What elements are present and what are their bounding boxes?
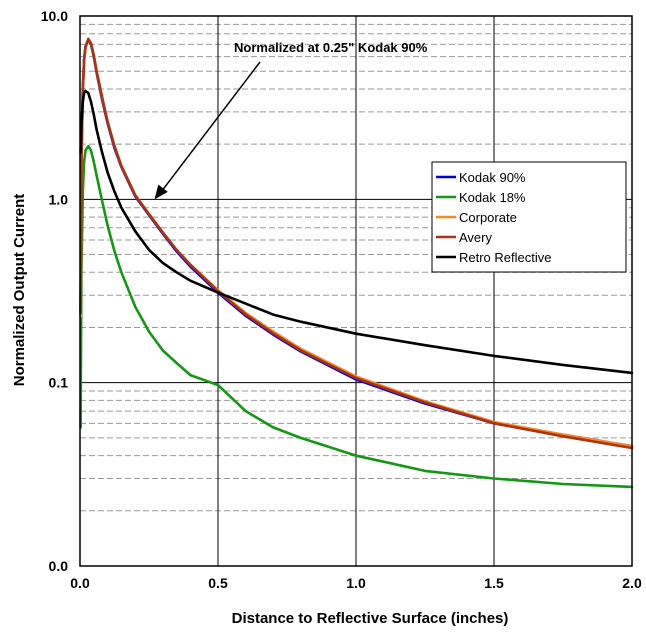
series-line-4	[79, 89, 634, 375]
legend-label: Kodak 18%	[459, 190, 526, 205]
y-tick-label: 1.0	[49, 191, 69, 207]
x-axis-title: Distance to Reflective Surface (inches)	[232, 610, 509, 627]
annotation-text: Normalized at 0.25" Kodak 90%	[234, 40, 428, 55]
series-line-3	[79, 37, 634, 450]
plot-area-border	[79, 15, 633, 567]
legend-label: Retro Reflective	[459, 250, 551, 265]
annotation-arrow-line	[157, 61, 261, 196]
legend-label: Avery	[459, 230, 492, 245]
legend-box	[431, 161, 627, 273]
x-tick-label: 0.0	[70, 575, 90, 591]
legend: Kodak 90% Kodak 18% Corporate Avery Retro Re…	[431, 161, 627, 273]
y-tick-label: 0.0	[49, 558, 69, 574]
y-tick-label: 10.0	[41, 8, 68, 24]
annotation-arrowhead	[154, 184, 168, 200]
x-tick-label: 0.5	[208, 575, 228, 591]
y-tick-label: 0.1	[49, 375, 69, 391]
x-tick-label: 2.0	[622, 575, 642, 591]
x-tick-label: 1.0	[346, 575, 366, 591]
legend-label: Kodak 90%	[459, 170, 526, 185]
legend-label: Corporate	[459, 210, 517, 225]
y-axis-title: Normalized Output Current	[11, 194, 28, 387]
series-line-1	[79, 144, 634, 489]
x-tick-label: 1.5	[484, 575, 504, 591]
